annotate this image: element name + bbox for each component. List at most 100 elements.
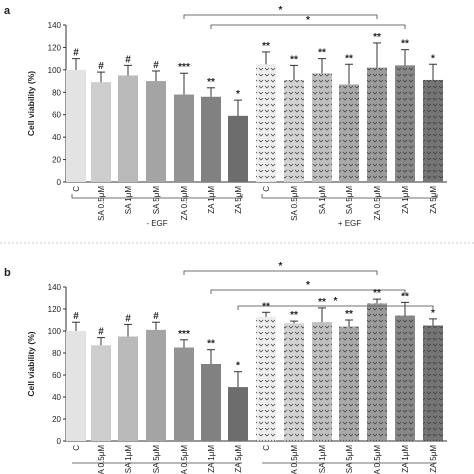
x-tick-label: ZA 0.5μM: [373, 186, 382, 221]
y-tick-label: 80: [52, 349, 61, 358]
bar: [339, 84, 359, 182]
bar: [118, 75, 138, 182]
x-tick-label: ZA 0.5μM: [373, 445, 382, 474]
x-tick-label: ZA 5μM: [234, 186, 243, 214]
bar: [395, 315, 415, 441]
x-tick-label: ZA 5μM: [234, 445, 243, 473]
significance-label: #: [125, 54, 131, 65]
x-tick-label: SA 5μM: [345, 186, 354, 215]
bar: [228, 115, 248, 182]
bar: [367, 67, 387, 182]
y-tick-label: 0: [57, 178, 62, 187]
significance-label: **: [373, 288, 381, 299]
significance-label: #: [73, 311, 79, 322]
y-tick-label: 100: [48, 327, 62, 336]
x-tick-label: ZA 0.5μM: [180, 186, 189, 221]
y-tick-label: 80: [52, 88, 61, 97]
bracket-label: *: [306, 280, 310, 291]
bar: [201, 364, 221, 441]
x-tick-label: ZA 1μM: [401, 445, 410, 473]
y-tick-label: 140: [48, 21, 62, 30]
significance-label: *: [236, 361, 240, 372]
x-tick-label: SA 1μM: [318, 186, 327, 215]
significance-label: **: [401, 291, 409, 302]
bar: [284, 79, 304, 182]
significance-label: #: [73, 48, 79, 59]
chart-panel-b: b 0 20 40 60 80 100 120 140 Cell viability (%) # C #…: [4, 261, 447, 474]
x-tick-label: C: [72, 445, 81, 451]
bar: [256, 316, 276, 441]
x-tick-label: SA 0.5μM: [97, 186, 106, 221]
y-tick-label: 120: [48, 43, 62, 52]
significance-label: #: [98, 61, 104, 72]
significance-label: **: [318, 48, 326, 59]
bar: [284, 323, 304, 441]
y-tick-label: 60: [52, 371, 61, 380]
comparison-bracket: [183, 14, 378, 19]
y-tick-label: 0: [57, 437, 62, 446]
bar: [312, 322, 332, 441]
y-tick-label: 40: [52, 393, 61, 402]
bar: [256, 64, 276, 182]
group-label: + EGF: [338, 219, 361, 228]
bracket-label: *: [279, 261, 283, 272]
significance-label: **: [207, 77, 215, 88]
significance-label: #: [125, 313, 131, 324]
significance-label: **: [207, 339, 215, 350]
significance-label: #: [153, 60, 159, 71]
x-tick-label: SA 1μM: [124, 186, 133, 215]
bar: [66, 331, 86, 441]
x-tick-label: ZA 1μM: [207, 186, 216, 214]
significance-label: *: [236, 89, 240, 100]
y-tick-label: 20: [52, 156, 61, 165]
group-bracket: [261, 194, 438, 199]
significance-label: ***: [178, 329, 190, 340]
x-tick-label: SA 0.5μM: [97, 445, 106, 474]
bar: [367, 303, 387, 441]
x-tick-label: C: [72, 186, 81, 192]
y-tick-label: 100: [48, 66, 62, 75]
bar: [66, 69, 86, 182]
significance-label: *: [431, 53, 435, 64]
significance-label: #: [98, 327, 104, 338]
x-tick-label: ZA 5μM: [429, 186, 438, 214]
x-tick-label: SA 1μM: [124, 445, 133, 474]
bar: [146, 81, 166, 182]
significance-label: **: [373, 32, 381, 43]
chart-panel-a: a 0 20 40 60 80 100 120 140 Cell viability (%) # C #…: [4, 5, 447, 228]
significance-label: #: [153, 311, 159, 322]
bar: [174, 94, 194, 182]
bar: [91, 82, 111, 182]
significance-label: ***: [178, 62, 190, 73]
bar: [118, 336, 138, 441]
y-tick-label: 20: [52, 415, 61, 424]
x-tick-label: SA 0.5μM: [290, 445, 299, 474]
comparison-bracket: [237, 305, 434, 310]
x-tick-label: SA 5μM: [152, 445, 161, 474]
bar: [339, 326, 359, 441]
significance-label: *: [431, 308, 435, 319]
bar: [423, 325, 443, 441]
significance-label: **: [262, 41, 270, 52]
bracket-label: *: [334, 296, 338, 307]
y-axis-label: Cell viability (%): [26, 331, 36, 396]
x-tick-label: C: [262, 186, 271, 192]
bar: [312, 73, 332, 182]
y-tick-label: 40: [52, 133, 61, 142]
comparison-bracket: [210, 289, 406, 294]
bar: [91, 345, 111, 441]
significance-label: **: [290, 54, 298, 65]
significance-label: **: [345, 53, 353, 64]
x-tick-label: ZA 1μM: [207, 445, 216, 473]
x-tick-label: ZA 1μM: [401, 186, 410, 214]
significance-label: **: [262, 301, 270, 312]
x-tick-label: SA 0.5μM: [290, 186, 299, 221]
bar: [201, 96, 221, 182]
bar: [228, 387, 248, 441]
x-tick-label: SA 1μM: [318, 445, 327, 474]
bar: [395, 65, 415, 182]
significance-label: **: [345, 309, 353, 320]
panel-letter: a: [4, 5, 11, 17]
bar: [174, 347, 194, 441]
x-tick-label: ZA 0.5μM: [180, 445, 189, 474]
